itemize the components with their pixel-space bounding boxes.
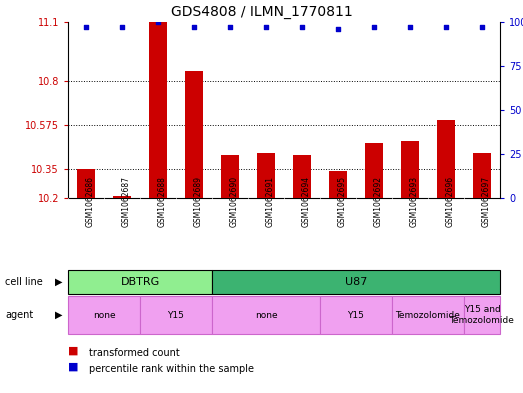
Text: ■: ■ — [68, 362, 78, 372]
Text: GSM1062690: GSM1062690 — [230, 176, 239, 227]
Bar — [185, 71, 203, 198]
Point — [370, 24, 378, 30]
Text: agent: agent — [5, 310, 33, 320]
Text: DBTRG: DBTRG — [120, 277, 160, 287]
Text: Temozolomide: Temozolomide — [395, 310, 460, 320]
Text: ■: ■ — [68, 346, 78, 356]
Text: Y15 and
Temozolomide: Y15 and Temozolomide — [450, 305, 515, 325]
Point — [478, 24, 486, 30]
Bar — [293, 155, 311, 198]
Bar — [113, 196, 131, 198]
Bar — [437, 120, 455, 198]
Text: U87: U87 — [345, 277, 367, 287]
Point — [334, 26, 342, 32]
Bar — [464, 296, 500, 334]
Text: GSM1062693: GSM1062693 — [410, 176, 419, 227]
Text: GSM1062695: GSM1062695 — [338, 176, 347, 227]
Point — [298, 24, 306, 30]
Text: GSM1062689: GSM1062689 — [194, 176, 203, 227]
Point — [118, 24, 126, 30]
Point — [406, 24, 414, 30]
Text: ▶: ▶ — [55, 310, 63, 320]
Text: cell line: cell line — [5, 277, 43, 287]
Text: none: none — [93, 310, 115, 320]
Text: GSM1062691: GSM1062691 — [266, 176, 275, 227]
Bar — [329, 171, 347, 198]
Bar — [392, 296, 464, 334]
Text: GSM1062687: GSM1062687 — [122, 176, 131, 227]
Text: GSM1062686: GSM1062686 — [86, 176, 95, 227]
Text: GSM1062692: GSM1062692 — [374, 176, 383, 227]
Bar — [257, 153, 275, 198]
Bar — [212, 270, 500, 294]
Text: transformed count: transformed count — [89, 348, 180, 358]
Bar — [149, 22, 167, 198]
Text: GSM1062694: GSM1062694 — [302, 176, 311, 227]
Bar — [320, 296, 392, 334]
Text: ▶: ▶ — [55, 277, 63, 287]
Bar — [365, 143, 383, 198]
Point — [82, 24, 90, 30]
Bar — [221, 155, 239, 198]
Bar — [140, 296, 212, 334]
Bar — [401, 141, 419, 198]
Point — [154, 19, 162, 25]
Point — [226, 24, 234, 30]
Text: GSM1062696: GSM1062696 — [446, 176, 455, 227]
Bar — [473, 153, 491, 198]
Text: GDS4808 / ILMN_1770811: GDS4808 / ILMN_1770811 — [170, 5, 353, 19]
Point — [190, 24, 198, 30]
Text: percentile rank within the sample: percentile rank within the sample — [89, 364, 254, 374]
Text: Y15: Y15 — [167, 310, 185, 320]
Text: GSM1062697: GSM1062697 — [482, 176, 491, 227]
Point — [442, 24, 450, 30]
Text: GSM1062688: GSM1062688 — [158, 176, 167, 227]
Bar — [68, 270, 212, 294]
Text: Y15: Y15 — [348, 310, 365, 320]
Bar — [68, 296, 140, 334]
Bar — [212, 296, 320, 334]
Bar — [77, 169, 95, 198]
Point — [262, 24, 270, 30]
Text: none: none — [255, 310, 277, 320]
